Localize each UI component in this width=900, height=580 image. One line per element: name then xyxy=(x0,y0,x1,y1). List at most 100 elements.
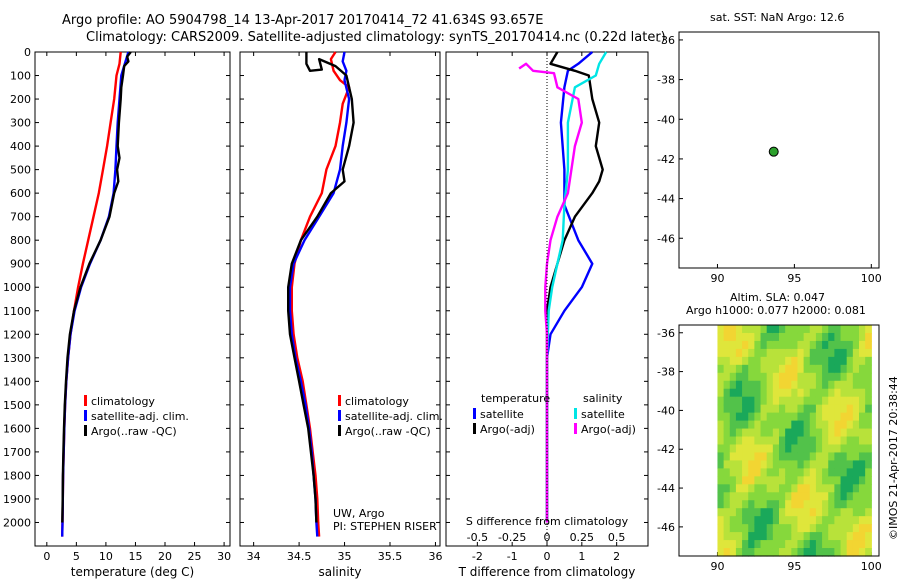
sla-heatmap-cell xyxy=(729,532,737,541)
difference-panel: -2 -1 0 1 2 T difference from climatology -0.5… xyxy=(445,51,649,579)
sla-heatmap-cell xyxy=(717,396,725,406)
sla-heatmap-cell xyxy=(791,548,799,557)
sla-heatmap-cell xyxy=(822,332,829,342)
temperature-panel: 0 5 10 15 20 25 300100200300400500600700800900… xyxy=(3,46,231,579)
sla-heatmap-cell xyxy=(785,492,792,501)
salinity-legend-swatch xyxy=(338,425,341,436)
temperature-ytick-label: 600 xyxy=(10,187,31,200)
sla-heatmap-cell xyxy=(729,452,737,462)
sla-heatmap-cell xyxy=(723,436,731,446)
difference-legend-label: Argo(-adj) xyxy=(581,423,636,436)
sla-heatmap-cell xyxy=(748,396,755,406)
sla-heatmap-cell xyxy=(785,444,792,454)
sla-heatmap-cell xyxy=(834,548,842,557)
sla-heatmap-cell xyxy=(859,356,866,366)
salinity-legend-label: climatology xyxy=(345,395,409,408)
temperature-xtick-label: 25 xyxy=(188,550,202,563)
sla-heatmap-cell xyxy=(859,340,866,350)
sla-heatmap-cell xyxy=(785,540,792,549)
sla-heatmap-cell xyxy=(803,468,811,477)
sla-heatmap-cell xyxy=(748,412,755,422)
sla-heatmap-cell xyxy=(735,364,743,374)
sla-heatmap-cell xyxy=(742,388,749,398)
temperature-ytick-label: 1000 xyxy=(3,281,31,294)
sla-heatmap-cell xyxy=(809,340,817,350)
sla-heatmap-cell xyxy=(803,364,811,374)
sla-heatmap-cell xyxy=(772,348,780,358)
sla-heatmap-cell xyxy=(772,364,780,374)
sla-heatmap-cell xyxy=(797,356,805,366)
sla-heatmap-cell xyxy=(822,516,829,525)
sla-heatmap-cell xyxy=(779,332,786,342)
location_sla-ytick-label: -38 xyxy=(657,366,675,379)
sla-heatmap-cell xyxy=(779,340,786,350)
difference-secondary-xtick-label: -0.5 xyxy=(467,531,488,544)
sla-heatmap-cell xyxy=(772,444,780,454)
sla-heatmap-cell xyxy=(735,532,743,541)
sla-heatmap-cell xyxy=(742,436,749,446)
sla-heatmap-cell xyxy=(840,348,848,358)
sla-heatmap-cell xyxy=(754,548,762,557)
sla-heatmap-cell xyxy=(852,428,860,438)
sla-heatmap-cell xyxy=(742,500,749,509)
sla-heatmap-cell xyxy=(828,348,835,358)
location_sla-ytick-label: -36 xyxy=(657,327,675,340)
sla-heatmap-cell xyxy=(852,500,860,509)
location_sla-ytick-label: -40 xyxy=(657,404,675,417)
sla-heatmap-cell xyxy=(717,516,725,525)
sla-heatmap-cell xyxy=(859,420,866,430)
sla-heatmap-cell xyxy=(766,436,774,446)
sla-heatmap-cell xyxy=(840,500,848,509)
sla-heatmap-cell xyxy=(822,508,829,517)
location_sst-ytick-label: -46 xyxy=(657,232,675,245)
temperature-ytick-label: 100 xyxy=(10,70,31,83)
sla-heatmap-cell xyxy=(717,468,725,477)
sla-heatmap-cell xyxy=(748,500,755,509)
salinity-xtick-label: 35 xyxy=(338,550,352,563)
sla-heatmap-cell xyxy=(723,500,731,509)
sla-heatmap-cell xyxy=(766,348,774,358)
sla-heatmap-cell xyxy=(815,396,823,406)
temperature-legend-swatch xyxy=(84,395,87,406)
sla-heatmap-cell xyxy=(834,388,842,398)
sla-heatmap-cell xyxy=(779,325,786,334)
sla-heatmap-cell xyxy=(797,412,805,422)
sla-heatmap-cell xyxy=(766,484,774,493)
sla-heatmap-cell xyxy=(846,380,854,390)
sla-heatmap-cell xyxy=(766,420,774,430)
sla-heatmap-cell xyxy=(791,356,799,366)
sla-heatmap-cell xyxy=(828,516,835,525)
sla-heatmap-cell xyxy=(791,452,799,462)
sla-heatmap-cell xyxy=(791,484,799,493)
sla-heatmap-cell xyxy=(766,332,774,342)
sla-heatmap-cell xyxy=(846,484,854,493)
sla-heatmap-cell xyxy=(846,396,854,406)
sla-heatmap-cell xyxy=(834,404,842,414)
sla-heatmap-cell xyxy=(852,540,860,549)
sla-heatmap-cell xyxy=(717,325,725,334)
sla-heatmap-cell xyxy=(815,508,823,517)
sla-heatmap-cell xyxy=(785,388,792,398)
sla-heatmap-cell xyxy=(760,492,768,501)
sla-heatmap-cell xyxy=(859,444,866,454)
sla-heatmap-cell xyxy=(846,340,854,350)
sla-heatmap-cell xyxy=(803,380,811,390)
sla-heatmap-cell xyxy=(779,532,786,541)
sla-heatmap-cell xyxy=(859,388,866,398)
sla-heatmap-cell xyxy=(840,372,848,382)
sla-heatmap-cell xyxy=(754,516,762,525)
location_sla-xtick-label: 95 xyxy=(787,560,801,573)
sla-heatmap-cell xyxy=(865,428,872,438)
sla-heatmap-cell xyxy=(797,364,805,374)
sla-heatmap-cell xyxy=(846,524,854,533)
sla-heatmap-cell xyxy=(717,356,725,366)
sla-heatmap-cell xyxy=(748,372,755,382)
sla-heatmap-cell xyxy=(846,516,854,525)
sst-location-panel: 90 95 100 -36 -38 -40 -42 -44 -46 xyxy=(657,31,882,285)
sla-heatmap-cell xyxy=(760,476,768,485)
sla-heatmap-cell xyxy=(785,524,792,533)
sla-heatmap-cell xyxy=(846,548,854,557)
sla-heatmap-cell xyxy=(760,396,768,406)
difference-series-satellite-line xyxy=(545,51,608,523)
difference-secondary-xtick-label: 0.25 xyxy=(570,531,595,544)
